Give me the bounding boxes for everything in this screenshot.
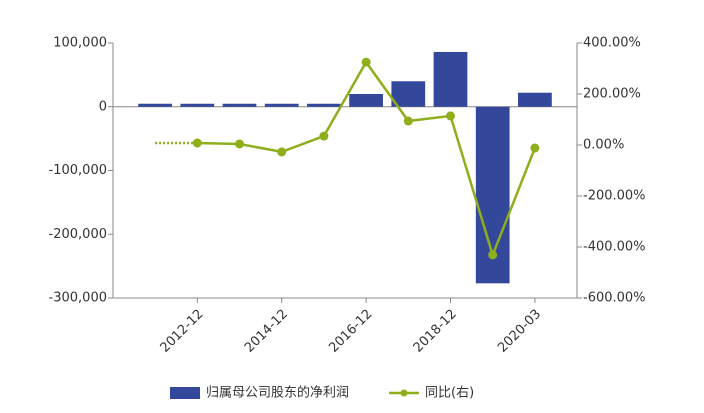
y2-tick-label: -200.00%: [583, 189, 646, 204]
y-tick-label: -200,000: [49, 227, 107, 242]
x-tick-label: 2012-12: [158, 307, 207, 356]
legend-swatch: [170, 387, 200, 399]
line-point: [192, 138, 202, 148]
bar: [391, 81, 426, 107]
line-point: [530, 143, 540, 153]
line-point: [446, 111, 455, 121]
bar: [349, 94, 383, 107]
y-tick-label: 100,000: [53, 36, 107, 51]
line-point: [319, 131, 329, 141]
y2-tick-label: 400.00%: [583, 36, 641, 51]
line-point: [488, 250, 498, 260]
legend-label: 归属母公司股东的净利润: [206, 385, 349, 401]
y2-tick-label: 200.00%: [583, 87, 641, 102]
bar: [264, 103, 299, 107]
y-tick-label: 0: [99, 99, 107, 114]
bar: [433, 51, 468, 107]
bar: [180, 103, 215, 107]
x-tick-label: 2018-12: [411, 307, 460, 356]
line-point: [403, 116, 413, 126]
legend-label: 同比(右): [425, 386, 474, 401]
y2-tick-label: -600.00%: [583, 291, 646, 306]
line-point: [235, 139, 244, 149]
bar: [307, 103, 341, 107]
y-tick-label: -300,000: [49, 291, 107, 306]
line-point: [361, 57, 371, 67]
x-tick-label: 2014-12: [242, 307, 291, 356]
y2-tick-label: -400.00%: [583, 240, 646, 255]
y-tick-label: -100,000: [49, 163, 107, 178]
bar: [222, 103, 257, 107]
bar: [138, 103, 172, 107]
legend-swatch-dot: [400, 389, 408, 397]
x-tick-label: 2020-03: [495, 307, 544, 356]
legend-item: 归属母公司股东的净利润: [170, 385, 349, 401]
x-tick-label: 2016-12: [326, 307, 375, 356]
bar: [518, 92, 552, 107]
line-point: [277, 147, 287, 157]
y2-tick-label: 0.00%: [583, 138, 624, 153]
legend-item: 同比(右): [389, 386, 474, 401]
